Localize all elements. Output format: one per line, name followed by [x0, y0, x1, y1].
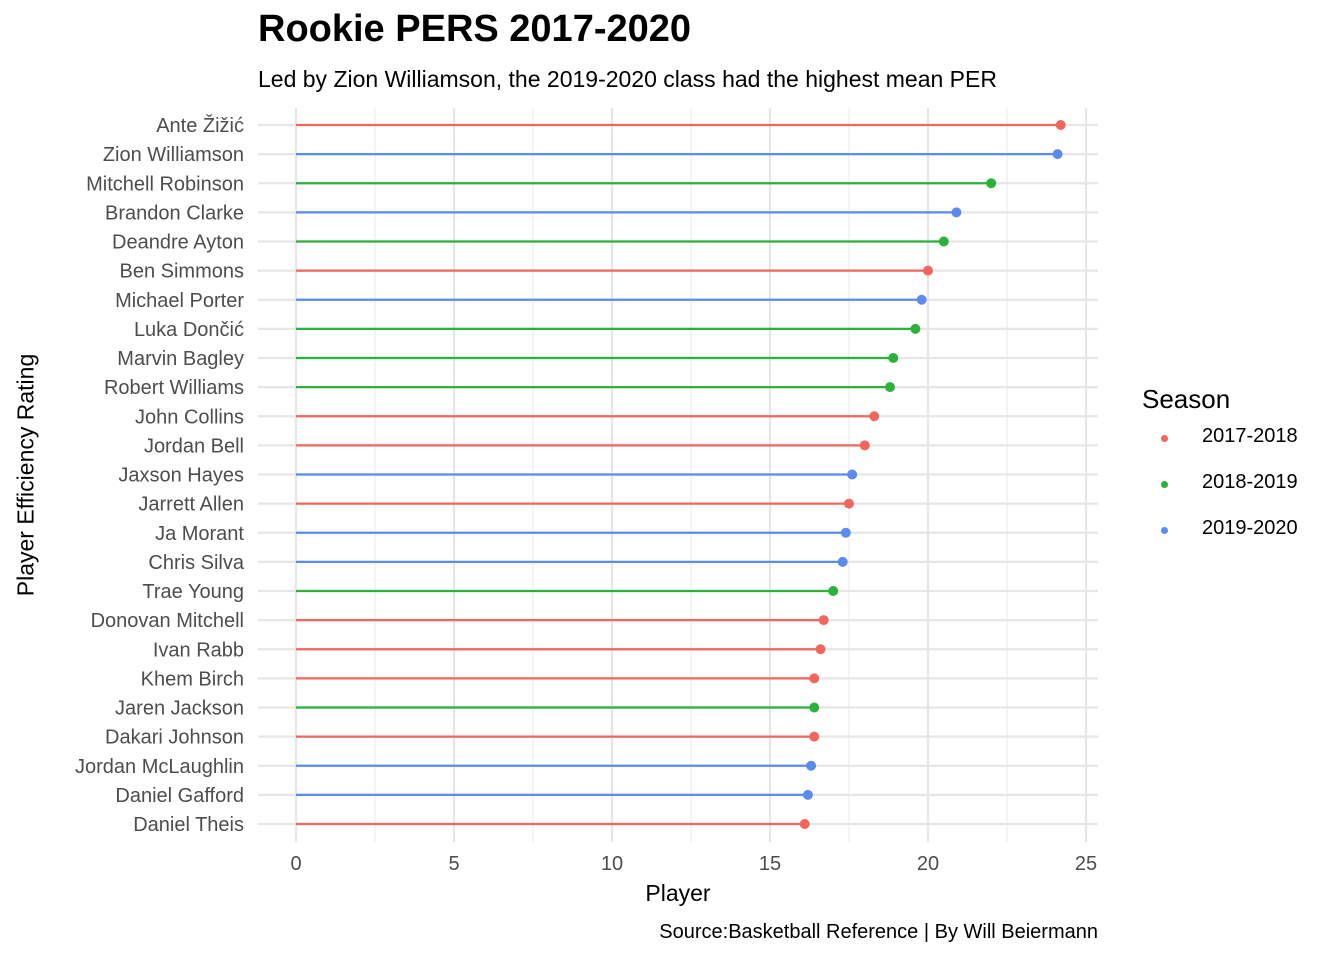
lollipop-point — [1052, 149, 1063, 160]
y-tick-label: Jordan McLaughlin — [75, 756, 244, 778]
y-tick-label: Jarrett Allen — [138, 494, 244, 516]
y-tick-label: Mitchell Robinson — [86, 173, 244, 195]
lollipop-point — [809, 702, 820, 713]
y-tick-label: Zion Williamson — [103, 144, 244, 166]
y-tick-label: Brandon Clarke — [105, 202, 244, 224]
lollipop-point — [799, 819, 810, 829]
lollipop-point — [885, 382, 896, 393]
lollipop-point — [806, 760, 817, 771]
lollipop-point — [818, 615, 829, 626]
y-tick-label: John Collins — [135, 406, 244, 428]
y-tick-label: Ja Morant — [155, 523, 244, 545]
lollipop-point — [847, 469, 858, 480]
legend-label-2019-2020: 2019-2020 — [1202, 517, 1298, 539]
legend-title: Season — [1142, 384, 1231, 414]
lollipop-point — [837, 556, 848, 567]
lollipop-point — [802, 789, 813, 800]
lollipop-point — [844, 498, 854, 509]
y-tick-label: Daniel Gafford — [115, 785, 244, 807]
lollipop-point — [938, 236, 949, 247]
lollipop-point — [888, 353, 899, 363]
y-axis-label: Player Efficiency Rating — [12, 353, 39, 597]
y-tick-label: Trae Young — [142, 581, 244, 603]
y-tick-label: Chris Silva — [148, 552, 244, 574]
y-tick-label: Dakari Johnson — [105, 727, 244, 749]
y-tick-label: Robert Williams — [104, 377, 244, 399]
y-tick-label: Jaxson Hayes — [118, 465, 244, 487]
y-tick-label: Jaren Jackson — [115, 698, 244, 720]
legend-label-2018-2019: 2018-2019 — [1202, 471, 1298, 493]
lollipop-point — [923, 265, 933, 276]
y-tick-label: Ben Simmons — [120, 261, 245, 283]
lollipop-point — [986, 178, 997, 189]
x-tick-label: 20 — [917, 853, 939, 875]
x-axis-label: Player — [645, 880, 711, 906]
y-tick-label: Michael Porter — [115, 290, 244, 312]
chart-title: Rookie PERS 2017-2020 — [258, 8, 692, 50]
x-tick-label: 0 — [290, 853, 301, 875]
y-tick-label: Ante Žižić — [156, 114, 244, 137]
lollipop-point — [809, 731, 820, 742]
lollipop-point — [815, 644, 826, 655]
lollipop-point — [809, 673, 820, 684]
legend-label-2017-2018: 2017-2018 — [1202, 425, 1298, 447]
lollipop-point — [910, 323, 921, 334]
y-tick-label: Donovan Mitchell — [91, 610, 244, 632]
y-tick-label: Deandre Ayton — [112, 232, 244, 254]
lollipop-point — [828, 586, 839, 596]
legend-key-2018-2019 — [1161, 481, 1168, 488]
lollipop-point — [1055, 120, 1066, 130]
y-tick-label: Daniel Theis — [133, 814, 244, 836]
y-tick-label: Jordan Bell — [144, 435, 244, 457]
legend: Season 2017-2018 2018-2019 2019-2020 — [1142, 384, 1298, 553]
legend-key-2017-2018 — [1161, 435, 1168, 442]
lollipop-point — [840, 527, 851, 538]
legend-item-2018-2019: 2018-2019 — [1142, 461, 1298, 507]
legend-item-2017-2018: 2017-2018 — [1142, 415, 1298, 461]
y-tick-label: Marvin Bagley — [117, 348, 244, 370]
y-tick-label: Khem Birch — [141, 668, 244, 690]
lollipop-point — [859, 440, 870, 451]
legend-item-2019-2020: 2019-2020 — [1142, 507, 1298, 553]
chart-caption: Source:Basketball Reference | By Will Be… — [659, 921, 1098, 943]
lollipop-point — [951, 207, 962, 218]
x-tick-label: 10 — [601, 853, 623, 875]
lollipop-point — [916, 294, 927, 305]
x-tick-label: 5 — [448, 853, 459, 875]
legend-key-2019-2020 — [1161, 527, 1168, 534]
y-tick-label: Ivan Rabb — [153, 639, 244, 661]
chart-subtitle: Led by Zion Williamson, the 2019-2020 cl… — [258, 66, 997, 92]
x-tick-label: 25 — [1075, 853, 1097, 875]
y-tick-label: Luka Dončić — [134, 319, 244, 341]
x-tick-label: 15 — [759, 853, 781, 875]
lollipop-point — [869, 411, 880, 422]
